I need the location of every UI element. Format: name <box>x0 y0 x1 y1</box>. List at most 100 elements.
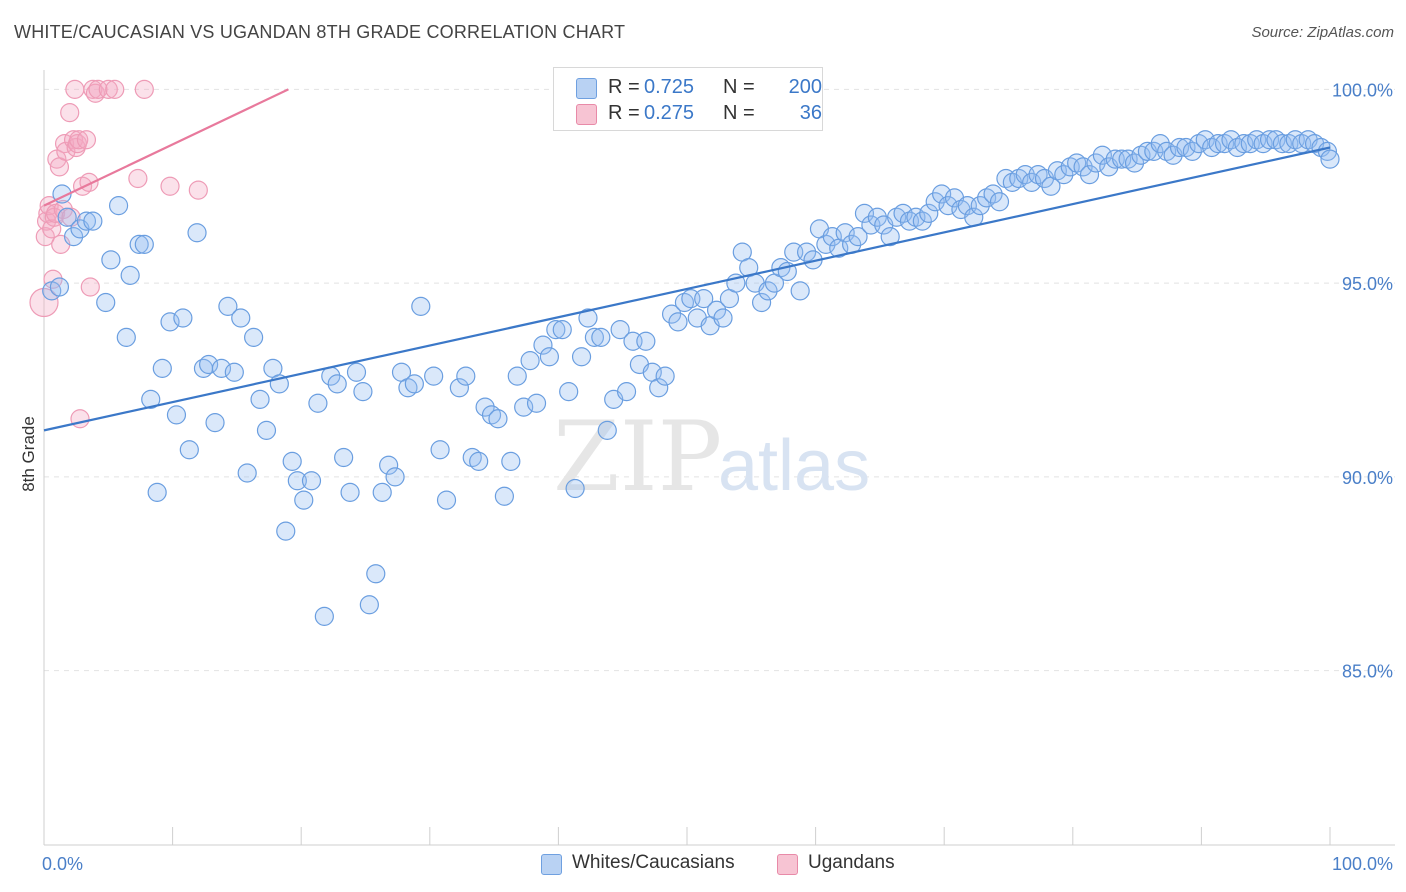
data-point-whites <box>912 211 932 231</box>
legend-swatch-ugandans <box>576 104 597 125</box>
data-point-whites <box>1182 141 1202 161</box>
data-point-whites <box>231 308 251 328</box>
data-point-whites <box>129 234 149 254</box>
x-tick-label: 0.0% <box>42 854 83 874</box>
legend-r-label: R = <box>608 76 640 98</box>
data-point-whites <box>546 320 566 340</box>
data-point-whites <box>713 308 733 328</box>
data-point-whites <box>205 413 225 433</box>
data-point-whites <box>411 296 431 316</box>
data-point-whites <box>655 366 675 386</box>
data-point-whites <box>661 304 682 324</box>
series-whites <box>42 130 1340 626</box>
data-point-whites <box>379 455 399 475</box>
legend-n-value: 200 <box>788 76 822 98</box>
data-point-whites <box>1259 130 1280 150</box>
data-point-whites <box>893 203 913 223</box>
data-point-whites <box>101 250 121 270</box>
data-point-ugandans <box>29 287 59 318</box>
data-point-ugandans <box>80 277 100 297</box>
data-point-whites <box>1195 130 1215 150</box>
data-point-whites <box>76 211 97 231</box>
data-point-whites <box>120 265 140 285</box>
data-point-ugandans <box>60 103 80 123</box>
data-point-whites <box>179 440 199 460</box>
y-tick-label: 95.0% <box>1342 274 1393 294</box>
data-point-ugandans <box>160 176 180 196</box>
data-point-whites <box>199 354 219 375</box>
data-point-ugandans <box>88 79 108 99</box>
legend-r-value: 0.275 <box>644 102 695 124</box>
trend-line-whites <box>43 146 1331 432</box>
data-point-whites <box>1320 149 1340 169</box>
data-point-whites <box>96 292 116 313</box>
data-point-whites <box>816 234 836 254</box>
data-point-ugandans <box>56 141 76 161</box>
data-point-whites <box>63 227 84 247</box>
legend-r-value: 0.725 <box>644 76 695 98</box>
data-point-whites <box>610 320 630 340</box>
data-point-whites <box>507 366 527 386</box>
data-point-ugandans <box>70 409 90 429</box>
data-point-whites <box>597 420 617 440</box>
data-point-whites <box>1317 141 1338 161</box>
data-point-whites <box>1022 172 1042 192</box>
data-point-whites <box>147 482 167 502</box>
data-point-ugandans <box>128 168 148 189</box>
data-point-whites <box>925 192 945 212</box>
data-point-whites <box>327 374 347 394</box>
series-ugandans <box>29 79 208 429</box>
legend-label-whites: Whites/Caucasians <box>572 852 735 873</box>
data-point-whites <box>591 327 611 347</box>
data-point-whites <box>1086 153 1106 173</box>
legend-series: Whites/Caucasians Ugandans <box>0 852 1406 878</box>
data-point-whites <box>1169 137 1190 158</box>
data-point-whites <box>970 196 990 216</box>
data-point-whites <box>49 277 70 297</box>
data-point-whites <box>346 362 367 382</box>
axes <box>43 70 1395 846</box>
data-point-whites <box>1079 165 1100 185</box>
trend-lines <box>43 88 1331 432</box>
data-point-whites <box>287 471 307 491</box>
data-point-ugandans <box>65 79 85 99</box>
data-point-whites <box>565 478 585 499</box>
data-point-whites <box>282 451 302 471</box>
data-point-whites <box>488 409 508 429</box>
data-point-whites <box>108 196 129 216</box>
data-point-whites <box>160 312 180 332</box>
y-axis-label: 8th Grade <box>19 416 38 492</box>
data-point-whites <box>436 490 457 510</box>
data-point-whites <box>694 289 714 309</box>
data-point-whites <box>822 227 842 247</box>
data-point-ugandans <box>42 219 62 239</box>
data-point-whites <box>314 606 334 626</box>
data-point-whites <box>539 347 559 367</box>
data-point-whites <box>57 207 77 227</box>
legend-n-value: 36 <box>799 102 822 124</box>
data-point-whites <box>116 327 136 347</box>
tick-labels: 85.0% 90.0% 95.0% 100.0% 0.0% 100.0% <box>42 80 1393 874</box>
data-point-whites <box>751 292 772 313</box>
data-point-whites <box>372 482 392 502</box>
data-point-whites <box>796 242 817 262</box>
data-point-whites <box>218 296 238 316</box>
data-point-whites <box>294 490 314 510</box>
data-point-whites <box>1208 134 1228 154</box>
trend-line-ugandans <box>43 88 289 207</box>
data-point-whites <box>430 440 450 460</box>
data-point-ugandans <box>105 79 125 99</box>
data-point-whites <box>340 482 360 502</box>
data-point-ugandans <box>98 79 118 99</box>
gridlines <box>44 88 1395 672</box>
data-point-whites <box>1092 145 1112 165</box>
data-point-whites <box>366 564 386 584</box>
data-point-whites <box>649 378 669 398</box>
data-point-whites <box>983 184 1003 204</box>
legend-swatch-whites <box>541 854 562 875</box>
data-point-whites <box>134 234 154 254</box>
watermark-atlas: atlas <box>718 426 870 506</box>
data-point-whites <box>584 327 605 347</box>
y-tick-label: 100.0% <box>1332 80 1393 100</box>
